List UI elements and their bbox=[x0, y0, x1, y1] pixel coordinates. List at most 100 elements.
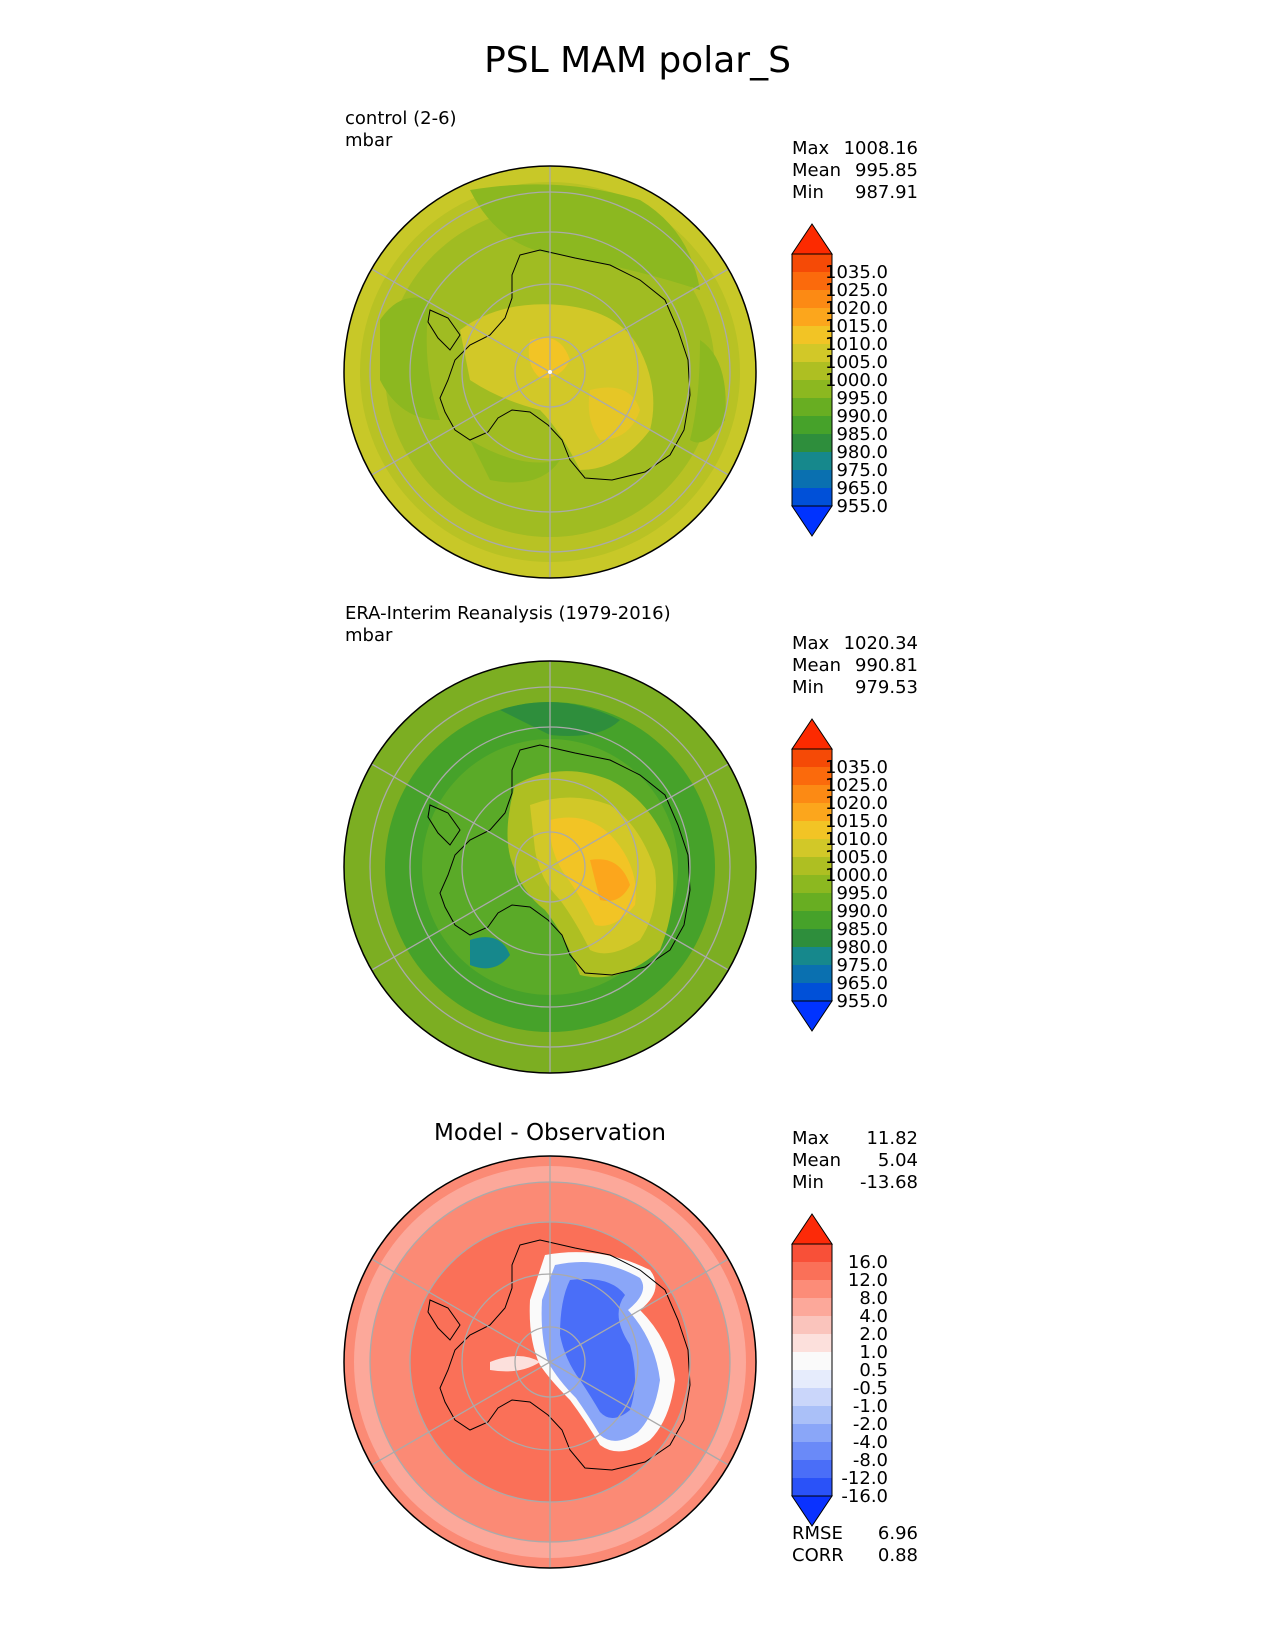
colorbar-tick-label: 1010.0 bbox=[825, 334, 888, 355]
rmse-label: RMSE bbox=[792, 1523, 843, 1544]
colorbar-segment bbox=[792, 416, 832, 434]
map-boundary bbox=[343, 660, 757, 1074]
colorbar-segment bbox=[792, 308, 832, 326]
colorbar-tick-label: -8.0 bbox=[853, 1450, 888, 1471]
colorbar-tick-label: 1020.0 bbox=[825, 298, 888, 319]
mean-value: 5.04 bbox=[877, 1150, 918, 1171]
colorbar-tick-label: 995.0 bbox=[836, 883, 888, 904]
min-label: Min bbox=[792, 1172, 824, 1193]
reference-stats: Max 1020.34 Mean 990.81 Min 979.53 bbox=[792, 633, 918, 699]
test-units-label: mbar bbox=[345, 130, 393, 151]
mean-value: 995.85 bbox=[855, 160, 918, 181]
high-pressure-core bbox=[590, 859, 630, 901]
colorbar-segment bbox=[792, 803, 832, 821]
colorbar-tick-label: -1.0 bbox=[853, 1396, 888, 1417]
min-value: 987.91 bbox=[855, 182, 918, 203]
difference-title: Model - Observation bbox=[433, 1120, 667, 1146]
colorbar-segment bbox=[792, 1370, 832, 1388]
max-label: Max bbox=[792, 633, 830, 654]
colorbar-segment bbox=[792, 326, 832, 344]
colorbar-segment bbox=[792, 1388, 832, 1406]
min-label: Min bbox=[792, 182, 824, 203]
reference-colorbar: 1035.01025.01020.01015.01010.01005.01000… bbox=[791, 718, 888, 1032]
colorbar-tick-label: 985.0 bbox=[836, 919, 888, 940]
high-pressure-core bbox=[588, 387, 640, 440]
max-value: 1020.34 bbox=[843, 633, 918, 654]
rmse-value: 6.96 bbox=[877, 1523, 918, 1544]
graticule bbox=[369, 1156, 731, 1568]
colorbar-tick-label: 995.0 bbox=[836, 388, 888, 409]
colorbar-segment bbox=[792, 947, 832, 965]
colorbar-tick-label: 1035.0 bbox=[825, 262, 888, 283]
colorbar-segment bbox=[792, 875, 832, 893]
test-stats: Max 1008.16 Mean 995.85 Min 987.91 bbox=[792, 138, 918, 204]
colorbar-segment bbox=[792, 821, 832, 839]
colorbar-segment bbox=[792, 1478, 832, 1496]
max-value: 11.82 bbox=[866, 1128, 918, 1149]
colorbar-tick-label: 975.0 bbox=[836, 460, 888, 481]
colorbar-tick-label: -12.0 bbox=[841, 1468, 888, 1489]
colorbar-min-extension bbox=[791, 505, 833, 537]
colorbar-segment bbox=[792, 488, 832, 506]
max-label: Max bbox=[792, 1128, 830, 1149]
colorbar-segment bbox=[792, 398, 832, 416]
colorbar-segment bbox=[792, 344, 832, 362]
map-boundary bbox=[343, 1155, 757, 1569]
min-label: Min bbox=[792, 677, 824, 698]
colorbar-tick-label: 975.0 bbox=[836, 955, 888, 976]
test-map bbox=[343, 165, 757, 579]
colorbar-segment bbox=[792, 839, 832, 857]
colorbar-max-extension bbox=[791, 718, 833, 750]
colorbar-tick-label: 1015.0 bbox=[825, 811, 888, 832]
colorbar-segment bbox=[792, 272, 832, 290]
mean-label: Mean bbox=[792, 160, 842, 181]
colorbar-segment bbox=[792, 749, 832, 767]
colorbar-tick-label: 12.0 bbox=[848, 1270, 888, 1291]
mean-value: 990.81 bbox=[855, 655, 918, 676]
colorbar-tick-label: -4.0 bbox=[853, 1432, 888, 1453]
colorbar-min-extension bbox=[791, 1495, 833, 1527]
max-label: Max bbox=[792, 138, 830, 159]
colorbar-segment bbox=[792, 857, 832, 875]
colorbar-segment bbox=[792, 1280, 832, 1298]
colorbar-tick-label: 980.0 bbox=[836, 937, 888, 958]
figure-title: PSL MAM polar_S bbox=[484, 40, 791, 81]
colorbar-tick-label: 1020.0 bbox=[825, 793, 888, 814]
mean-label: Mean bbox=[792, 1150, 842, 1171]
colorbar-tick-label: 1000.0 bbox=[825, 865, 888, 886]
colorbar-tick-label: 955.0 bbox=[836, 991, 888, 1012]
reference-units-label: mbar bbox=[345, 625, 393, 646]
colorbar-segment bbox=[792, 965, 832, 983]
colorbar-segment bbox=[792, 1316, 832, 1334]
colorbar-tick-label: 985.0 bbox=[836, 424, 888, 445]
colorbar-outline bbox=[791, 1243, 833, 1497]
colorbar-tick-label: 1015.0 bbox=[825, 316, 888, 337]
colorbar-tick-label: 1035.0 bbox=[825, 757, 888, 778]
colorbar-tick-label: 1000.0 bbox=[825, 370, 888, 391]
colorbar-segment bbox=[792, 290, 832, 308]
colorbar-tick-label: 990.0 bbox=[836, 901, 888, 922]
colorbar-segment bbox=[792, 1442, 832, 1460]
colorbar-outline bbox=[791, 748, 833, 1002]
colorbar-tick-label: 1025.0 bbox=[825, 775, 888, 796]
low-pressure-patch bbox=[470, 440, 560, 483]
map-boundary bbox=[343, 165, 757, 579]
low-pressure-patch bbox=[470, 937, 510, 969]
colorbar-min-extension bbox=[791, 1000, 833, 1032]
colorbar-segment bbox=[792, 767, 832, 785]
colorbar-segment bbox=[792, 983, 832, 1001]
max-value: 1008.16 bbox=[843, 138, 918, 159]
meridian bbox=[371, 1258, 729, 1466]
colorbar-segment bbox=[792, 893, 832, 911]
meridian bbox=[371, 763, 729, 971]
min-value: -13.68 bbox=[859, 1172, 918, 1193]
corr-label: CORR bbox=[792, 1545, 844, 1566]
colorbar-tick-label: 1.0 bbox=[859, 1342, 888, 1363]
colorbar-segment bbox=[792, 1460, 832, 1478]
colorbar-tick-label: 1010.0 bbox=[825, 829, 888, 850]
difference-stats: Max 11.82 Mean 5.04 Min -13.68 bbox=[792, 1128, 918, 1194]
colorbar-segment bbox=[792, 1352, 832, 1370]
corr-value: 0.88 bbox=[877, 1545, 918, 1566]
colorbar-tick-label: 965.0 bbox=[836, 478, 888, 499]
